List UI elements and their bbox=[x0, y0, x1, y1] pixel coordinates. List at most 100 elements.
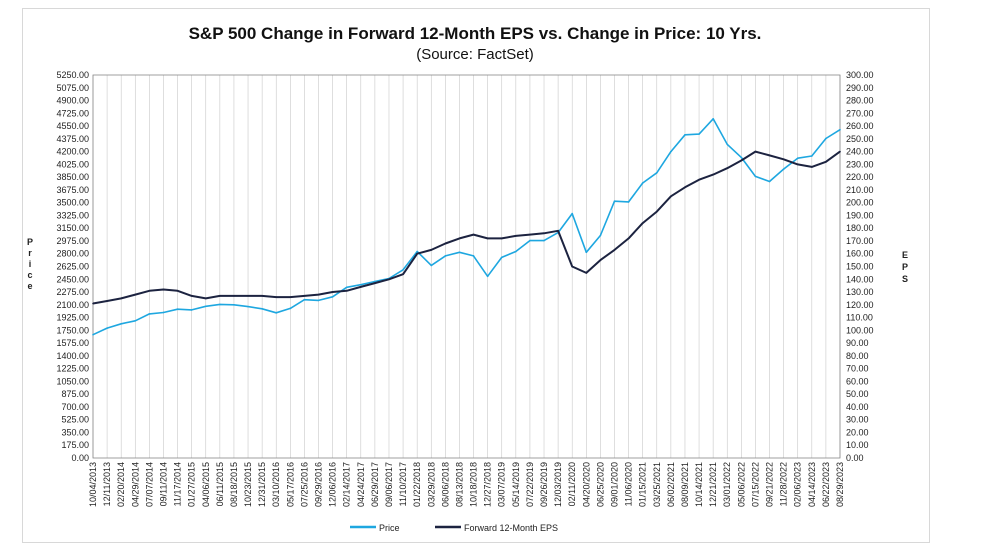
y2-tick-label: 190.00 bbox=[846, 210, 874, 220]
legend-label: Forward 12-Month EPS bbox=[464, 523, 558, 533]
y2-tick-label: 130.00 bbox=[846, 287, 874, 297]
y-axis-label-letter: i bbox=[29, 259, 32, 269]
x-tick-label: 12/27/2018 bbox=[483, 462, 493, 507]
data-point bbox=[190, 295, 193, 297]
x-tick-label: 07/25/2016 bbox=[299, 462, 309, 507]
data-point bbox=[233, 304, 235, 306]
y2-tick-label: 20.00 bbox=[846, 427, 869, 437]
data-point bbox=[740, 159, 743, 162]
data-point bbox=[190, 309, 193, 311]
x-tick-label: 12/11/2013 bbox=[102, 462, 112, 506]
data-point bbox=[627, 201, 630, 203]
data-point bbox=[571, 265, 574, 268]
data-point bbox=[444, 242, 447, 245]
y2-tick-label: 270.00 bbox=[846, 108, 874, 118]
y-tick-label: 1575.00 bbox=[56, 338, 89, 348]
x-tick-label: 12/06/2016 bbox=[328, 462, 338, 507]
y-tick-label: 4725.00 bbox=[56, 108, 89, 118]
y-tick-label: 1400.00 bbox=[56, 351, 89, 361]
y2-axis-label-letter: P bbox=[902, 262, 908, 272]
series-line-forward-12-month-eps bbox=[92, 150, 841, 305]
data-point bbox=[374, 282, 376, 284]
data-point bbox=[684, 186, 686, 189]
data-point bbox=[261, 295, 263, 297]
data-point bbox=[641, 182, 644, 184]
data-point bbox=[416, 250, 418, 253]
y2-tick-label: 40.00 bbox=[846, 402, 869, 412]
data-point bbox=[444, 255, 447, 257]
x-tick-label: 11/28/2022 bbox=[779, 462, 789, 506]
data-point bbox=[148, 313, 151, 315]
data-point bbox=[430, 249, 433, 251]
data-point bbox=[543, 239, 545, 242]
x-tick-label: 12/31/2015 bbox=[257, 462, 267, 507]
data-point bbox=[303, 298, 306, 301]
data-point bbox=[359, 286, 362, 288]
x-tick-label: 10/23/2015 bbox=[243, 462, 253, 507]
data-point bbox=[289, 307, 292, 310]
x-tick-label: 05/14/2019 bbox=[511, 462, 521, 507]
x-tick-label: 09/26/2019 bbox=[539, 462, 549, 507]
x-tick-label: 04/14/2023 bbox=[807, 462, 817, 507]
legend-label: Price bbox=[379, 523, 400, 533]
data-point bbox=[176, 308, 179, 310]
x-tick-label: 06/06/2018 bbox=[440, 462, 450, 507]
data-point bbox=[670, 195, 672, 198]
y2-tick-label: 0.00 bbox=[846, 453, 864, 463]
chart-frame bbox=[22, 8, 930, 543]
y2-tick-label: 70.00 bbox=[846, 364, 869, 374]
x-tick-label: 02/11/2020 bbox=[567, 462, 577, 506]
x-tick-label: 04/20/2020 bbox=[581, 462, 591, 507]
y2-tick-label: 210.00 bbox=[846, 185, 874, 195]
data-point bbox=[275, 296, 278, 298]
data-point bbox=[402, 268, 404, 271]
data-point bbox=[641, 222, 644, 224]
data-point bbox=[613, 249, 616, 251]
x-tick-label: 08/29/2023 bbox=[835, 462, 845, 507]
data-point bbox=[768, 180, 771, 183]
y2-tick-label: 160.00 bbox=[846, 249, 874, 259]
data-point bbox=[655, 171, 658, 174]
data-point bbox=[811, 155, 813, 157]
y-tick-label: 5250.00 bbox=[56, 70, 89, 80]
y-tick-label: 2450.00 bbox=[56, 274, 89, 284]
x-tick-label: 02/14/2017 bbox=[342, 462, 352, 507]
y2-tick-label: 260.00 bbox=[846, 121, 874, 131]
chart-subtitle: (Source: FactSet) bbox=[416, 46, 534, 63]
data-point bbox=[571, 212, 574, 215]
data-point bbox=[458, 251, 461, 254]
data-point bbox=[458, 237, 461, 240]
y-tick-label: 875.00 bbox=[61, 389, 89, 399]
data-point bbox=[472, 233, 475, 236]
plot-area bbox=[92, 74, 841, 459]
data-point bbox=[345, 286, 348, 289]
data-point bbox=[275, 312, 278, 314]
y-tick-label: 2975.00 bbox=[56, 236, 89, 246]
data-point bbox=[261, 308, 263, 310]
data-point bbox=[219, 295, 221, 297]
x-tick-label: 06/22/2023 bbox=[821, 462, 831, 507]
x-tick-label: 05/06/2022 bbox=[736, 462, 746, 507]
x-tick-label: 09/06/2017 bbox=[384, 462, 394, 507]
data-point bbox=[500, 256, 503, 259]
data-point bbox=[500, 237, 503, 240]
x-tick-label: 08/09/2021 bbox=[680, 462, 690, 507]
y2-tick-label: 220.00 bbox=[846, 172, 874, 182]
data-point bbox=[430, 264, 433, 267]
data-point bbox=[219, 303, 221, 306]
y-tick-label: 350.00 bbox=[61, 427, 89, 437]
x-tick-label: 03/10/2016 bbox=[271, 462, 281, 507]
x-tick-label: 11/17/2014 bbox=[173, 462, 183, 506]
x-tick-label: 07/15/2022 bbox=[750, 462, 760, 507]
x-tick-label: 11/10/2017 bbox=[398, 462, 408, 506]
data-point bbox=[233, 295, 235, 297]
data-point bbox=[204, 305, 207, 308]
y-tick-label: 4375.00 bbox=[56, 134, 89, 144]
x-tick-label: 02/06/2023 bbox=[793, 462, 803, 507]
y-tick-label: 2100.00 bbox=[56, 300, 89, 310]
data-point bbox=[712, 173, 714, 176]
x-tick-label: 08/18/2015 bbox=[229, 462, 239, 507]
data-point bbox=[331, 295, 334, 298]
data-point bbox=[825, 161, 827, 163]
